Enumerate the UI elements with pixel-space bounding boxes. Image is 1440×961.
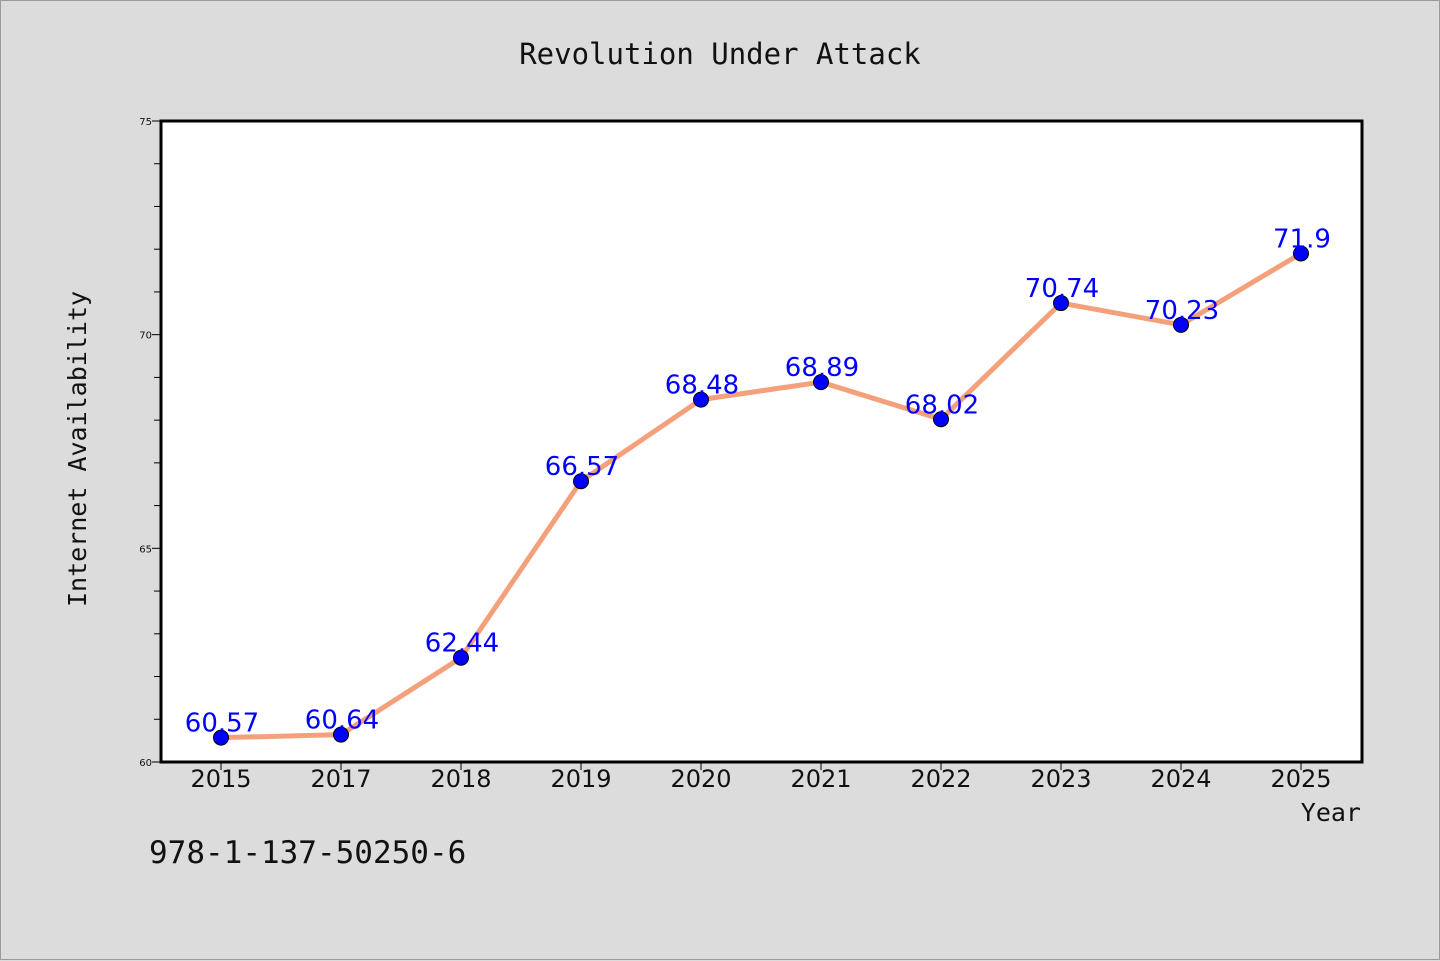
x-axis-ticks: 2015 2017 2018 2019 2020 2021 2022 2023 2024 2025 [190,762,1332,793]
x-tick-label: 2017 [310,765,371,793]
data-point [573,473,589,490]
plot-frame [159,119,1364,764]
y-tick-label: 75 [139,117,152,128]
data-label: 60.57 [185,709,259,739]
x-tick-label: 2021 [790,765,851,793]
data-labels: 60.57 60.64 62.44 66.57 68.48 68.89 68.02 70.74… [185,224,1331,738]
data-label: 62.44 [425,629,499,659]
data-label: 68.89 [785,353,859,383]
series-markers [213,245,1309,746]
data-point [813,374,829,391]
y-tick-label: 60 [139,758,152,769]
chart-title: Revolution Under Attack [519,37,921,71]
y-tick-label: 70 [139,331,152,342]
isbn-label: 978-1-137-50250-6 [149,835,467,871]
y-tick-label: 65 [139,544,152,555]
y-axis-label: Internet Availability [63,291,92,607]
data-point [1293,245,1309,262]
x-tick-label: 2023 [1030,765,1091,793]
x-tick-label: 2018 [430,765,491,793]
data-label: 68.02 [905,390,979,420]
data-point [333,726,349,743]
data-point [693,391,709,408]
data-point [213,729,229,746]
data-label: 71.9 [1273,224,1331,254]
data-label: 66.57 [545,452,619,482]
x-axis-label: Year [1301,798,1361,827]
data-label: 70.74 [1025,274,1099,304]
data-point [1053,295,1069,312]
data-label: 70.23 [1145,296,1219,326]
series-line [218,250,1304,741]
plot-area [161,121,1362,762]
x-tick-label: 2025 [1270,765,1331,793]
data-point [1173,316,1189,333]
x-tick-label: 2022 [910,765,971,793]
data-point [453,649,469,666]
x-tick-label: 2020 [670,765,731,793]
x-tick-label: 2019 [550,765,611,793]
x-tick-label: 2024 [1150,765,1211,793]
y-axis-ticks: 60 65 70 75 [139,117,161,769]
data-label: 68.48 [665,371,739,401]
data-label: 60.64 [305,706,379,736]
data-point [933,411,949,428]
x-tick-label: 2015 [190,765,251,793]
